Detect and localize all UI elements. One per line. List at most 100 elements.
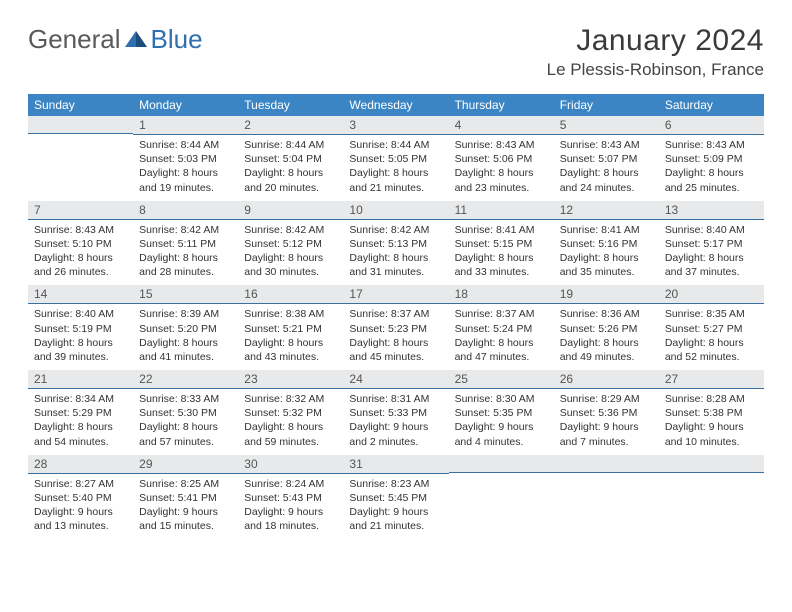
day-header: Friday [554,94,659,116]
day-number: 1 [133,116,238,135]
calendar-cell: 9Sunrise: 8:42 AMSunset: 5:12 PMDaylight… [238,201,343,286]
calendar-cell: 4Sunrise: 8:43 AMSunset: 5:06 PMDaylight… [449,116,554,201]
day-number: 18 [449,285,554,304]
day-number: 21 [28,370,133,389]
day-details: Sunrise: 8:41 AMSunset: 5:15 PMDaylight:… [449,220,554,286]
day-details: Sunrise: 8:42 AMSunset: 5:12 PMDaylight:… [238,220,343,286]
calendar-cell: 15Sunrise: 8:39 AMSunset: 5:20 PMDayligh… [133,285,238,370]
day-number: 5 [554,116,659,135]
page-title: January 2024 [547,24,764,58]
day-number [554,455,659,473]
day-details: Sunrise: 8:44 AMSunset: 5:03 PMDaylight:… [133,135,238,201]
calendar-week-row: 28Sunrise: 8:27 AMSunset: 5:40 PMDayligh… [28,455,764,540]
calendar-table: SundayMondayTuesdayWednesdayThursdayFrid… [28,94,764,539]
day-details: Sunrise: 8:35 AMSunset: 5:27 PMDaylight:… [659,304,764,370]
calendar-cell: 7Sunrise: 8:43 AMSunset: 5:10 PMDaylight… [28,201,133,286]
day-details: Sunrise: 8:37 AMSunset: 5:23 PMDaylight:… [343,304,448,370]
calendar-cell: 8Sunrise: 8:42 AMSunset: 5:11 PMDaylight… [133,201,238,286]
day-number: 27 [659,370,764,389]
day-number [449,455,554,473]
calendar-cell: 23Sunrise: 8:32 AMSunset: 5:32 PMDayligh… [238,370,343,455]
day-number: 20 [659,285,764,304]
title-block: January 2024 Le Plessis-Robinson, France [547,24,764,80]
calendar-cell: 11Sunrise: 8:41 AMSunset: 5:15 PMDayligh… [449,201,554,286]
day-number: 31 [343,455,448,474]
day-details: Sunrise: 8:40 AMSunset: 5:19 PMDaylight:… [28,304,133,370]
day-number: 19 [554,285,659,304]
calendar-cell: 13Sunrise: 8:40 AMSunset: 5:17 PMDayligh… [659,201,764,286]
day-details [554,473,659,529]
day-number: 6 [659,116,764,135]
day-number: 10 [343,201,448,220]
day-number [659,455,764,473]
calendar-header-row: SundayMondayTuesdayWednesdayThursdayFrid… [28,94,764,116]
calendar-cell: 27Sunrise: 8:28 AMSunset: 5:38 PMDayligh… [659,370,764,455]
day-details: Sunrise: 8:29 AMSunset: 5:36 PMDaylight:… [554,389,659,455]
day-number: 30 [238,455,343,474]
day-details: Sunrise: 8:34 AMSunset: 5:29 PMDaylight:… [28,389,133,455]
day-details: Sunrise: 8:28 AMSunset: 5:38 PMDaylight:… [659,389,764,455]
calendar-cell: 10Sunrise: 8:42 AMSunset: 5:13 PMDayligh… [343,201,448,286]
day-details: Sunrise: 8:39 AMSunset: 5:20 PMDaylight:… [133,304,238,370]
day-header: Tuesday [238,94,343,116]
calendar-week-row: 1Sunrise: 8:44 AMSunset: 5:03 PMDaylight… [28,116,764,201]
day-number: 7 [28,201,133,220]
day-details: Sunrise: 8:43 AMSunset: 5:07 PMDaylight:… [554,135,659,201]
day-details: Sunrise: 8:38 AMSunset: 5:21 PMDaylight:… [238,304,343,370]
day-details: Sunrise: 8:43 AMSunset: 5:10 PMDaylight:… [28,220,133,286]
day-details: Sunrise: 8:43 AMSunset: 5:06 PMDaylight:… [449,135,554,201]
day-number [28,116,133,134]
calendar-cell: 12Sunrise: 8:41 AMSunset: 5:16 PMDayligh… [554,201,659,286]
day-number: 9 [238,201,343,220]
day-number: 2 [238,116,343,135]
day-details [659,473,764,529]
day-number: 15 [133,285,238,304]
day-details: Sunrise: 8:41 AMSunset: 5:16 PMDaylight:… [554,220,659,286]
calendar-cell: 22Sunrise: 8:33 AMSunset: 5:30 PMDayligh… [133,370,238,455]
day-number: 28 [28,455,133,474]
day-header: Saturday [659,94,764,116]
day-header: Thursday [449,94,554,116]
day-details [449,473,554,529]
day-details [28,134,133,190]
calendar-week-row: 21Sunrise: 8:34 AMSunset: 5:29 PMDayligh… [28,370,764,455]
logo-text-2: Blue [151,24,203,55]
calendar-cell: 5Sunrise: 8:43 AMSunset: 5:07 PMDaylight… [554,116,659,201]
day-number: 25 [449,370,554,389]
logo: General Blue [28,24,203,55]
day-details: Sunrise: 8:33 AMSunset: 5:30 PMDaylight:… [133,389,238,455]
day-header: Sunday [28,94,133,116]
calendar-week-row: 14Sunrise: 8:40 AMSunset: 5:19 PMDayligh… [28,285,764,370]
calendar-body: 1Sunrise: 8:44 AMSunset: 5:03 PMDaylight… [28,116,764,539]
calendar-cell: 24Sunrise: 8:31 AMSunset: 5:33 PMDayligh… [343,370,448,455]
day-number: 26 [554,370,659,389]
day-number: 23 [238,370,343,389]
day-number: 4 [449,116,554,135]
day-details: Sunrise: 8:42 AMSunset: 5:13 PMDaylight:… [343,220,448,286]
day-details: Sunrise: 8:23 AMSunset: 5:45 PMDaylight:… [343,474,448,540]
day-number: 24 [343,370,448,389]
calendar-cell: 1Sunrise: 8:44 AMSunset: 5:03 PMDaylight… [133,116,238,201]
day-details: Sunrise: 8:24 AMSunset: 5:43 PMDaylight:… [238,474,343,540]
logo-icon [124,24,148,55]
day-number: 8 [133,201,238,220]
day-details: Sunrise: 8:37 AMSunset: 5:24 PMDaylight:… [449,304,554,370]
calendar-cell: 6Sunrise: 8:43 AMSunset: 5:09 PMDaylight… [659,116,764,201]
location: Le Plessis-Robinson, France [547,60,764,80]
day-details: Sunrise: 8:44 AMSunset: 5:05 PMDaylight:… [343,135,448,201]
calendar-cell: 20Sunrise: 8:35 AMSunset: 5:27 PMDayligh… [659,285,764,370]
calendar-cell: 17Sunrise: 8:37 AMSunset: 5:23 PMDayligh… [343,285,448,370]
calendar-cell [554,455,659,540]
day-details: Sunrise: 8:31 AMSunset: 5:33 PMDaylight:… [343,389,448,455]
day-header: Monday [133,94,238,116]
day-details: Sunrise: 8:25 AMSunset: 5:41 PMDaylight:… [133,474,238,540]
day-number: 3 [343,116,448,135]
day-number: 22 [133,370,238,389]
day-details: Sunrise: 8:40 AMSunset: 5:17 PMDaylight:… [659,220,764,286]
calendar-cell: 21Sunrise: 8:34 AMSunset: 5:29 PMDayligh… [28,370,133,455]
day-number: 12 [554,201,659,220]
calendar-cell: 16Sunrise: 8:38 AMSunset: 5:21 PMDayligh… [238,285,343,370]
calendar-cell: 29Sunrise: 8:25 AMSunset: 5:41 PMDayligh… [133,455,238,540]
calendar-cell: 18Sunrise: 8:37 AMSunset: 5:24 PMDayligh… [449,285,554,370]
calendar-cell [28,116,133,201]
